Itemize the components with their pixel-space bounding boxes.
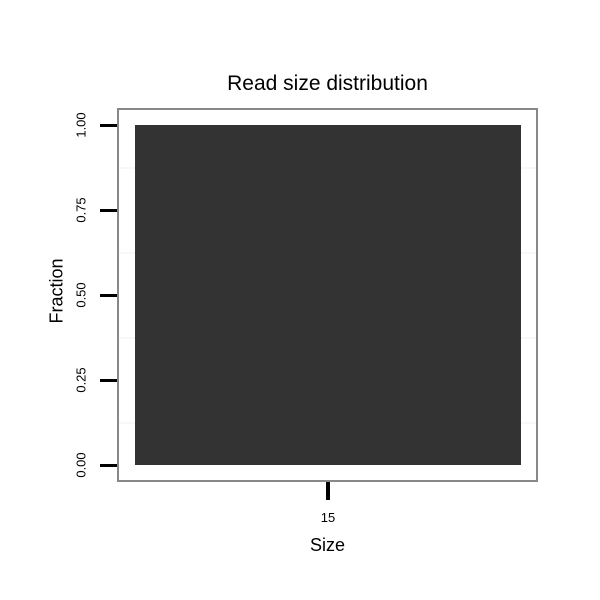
y-tick-mark bbox=[100, 379, 117, 382]
x-axis-label: Size bbox=[309, 535, 345, 555]
y-tick-label: 0.75 bbox=[73, 197, 89, 223]
y-tick-label: 1.00 bbox=[73, 112, 89, 138]
y-tick-mark bbox=[100, 209, 117, 212]
y-tick-label: 0.50 bbox=[73, 282, 89, 308]
chart-title: Read size distribution bbox=[227, 72, 428, 95]
y-axis-label: Fraction bbox=[46, 258, 67, 324]
y-tick-mark bbox=[100, 464, 117, 467]
y-tick-mark bbox=[100, 294, 117, 297]
x-tick-mark bbox=[326, 482, 330, 500]
y-tick-mark bbox=[100, 124, 117, 127]
bar bbox=[135, 125, 521, 465]
x-tick-label: 15 bbox=[320, 510, 336, 525]
y-tick-label: 0.00 bbox=[73, 452, 89, 478]
plot-panel bbox=[117, 108, 538, 482]
y-tick-label: 0.25 bbox=[73, 367, 89, 393]
